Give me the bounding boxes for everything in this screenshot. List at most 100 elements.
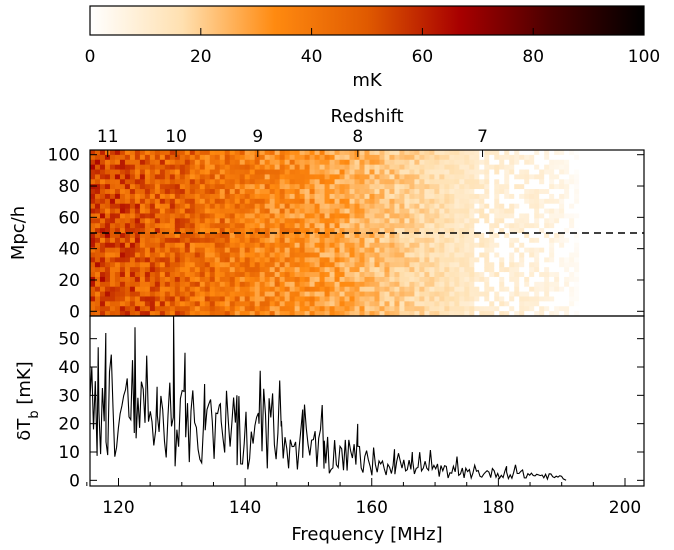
heatmap-cell: [604, 218, 610, 224]
heatmap-cell: [164, 154, 171, 161]
heatmap-cell: [254, 208, 261, 215]
heatmap-cell: [109, 208, 116, 215]
heatmap-cell: [574, 213, 580, 219]
heatmap-cell: [414, 296, 420, 302]
heatmap-cell: [164, 237, 171, 244]
heatmap-cell: [189, 257, 196, 263]
heatmap-cell: [509, 179, 515, 185]
heatmap-cell: [234, 169, 241, 176]
heatmap-cell: [129, 154, 136, 161]
heatmap-cell: [129, 286, 136, 293]
heatmap-cell: [389, 301, 396, 307]
heatmap-cell: [299, 150, 306, 156]
heatmap-cell: [324, 242, 331, 249]
heatmap-cell: [204, 228, 211, 234]
heatmap-cell: [184, 237, 191, 244]
heatmap-cell: [359, 301, 366, 307]
heatmap-cell: [129, 179, 136, 185]
heatmap-cell: [274, 233, 281, 239]
heatmap-cell: [374, 223, 381, 229]
heatmap-cell: [204, 257, 211, 263]
heatmap-cell: [609, 237, 615, 244]
heatmap-cell: [409, 301, 416, 307]
heatmap-cell: [514, 150, 520, 156]
heatmap-cell: [594, 203, 600, 210]
heatmap-cell: [524, 281, 530, 288]
heatmap-cell: [599, 228, 605, 234]
heatmap-cell: [219, 208, 226, 215]
heatmap-cell: [174, 257, 181, 263]
heatmap-cell: [374, 257, 381, 263]
heatmap-cell: [489, 237, 495, 244]
heatmap-cell: [629, 228, 635, 234]
heatmap-cell: [299, 213, 306, 219]
heatmap-cell: [199, 281, 206, 288]
heatmap-cell: [454, 286, 460, 293]
heatmap-cell: [259, 228, 266, 234]
heatmap-cell: [419, 189, 425, 195]
heatmap-cell: [539, 257, 545, 263]
heatmap-cell: [389, 291, 396, 298]
heatmap-cell: [629, 184, 635, 190]
heatmap-cell: [104, 174, 111, 180]
heatmap-cell: [479, 296, 485, 302]
heatmap-cell: [354, 164, 361, 171]
heatmap-cell: [499, 154, 505, 161]
heatmap-cell: [619, 311, 625, 316]
heatmap-cell: [544, 198, 550, 205]
heatmap-cell: [459, 301, 465, 307]
heatmap-cell: [224, 179, 231, 185]
heatmap-cell: [549, 159, 555, 166]
heatmap-cell: [559, 286, 565, 293]
heatmap-cell: [314, 193, 321, 200]
heatmap-cell: [244, 257, 251, 263]
heatmap-cell: [374, 296, 381, 302]
heatmap-cell: [284, 281, 291, 288]
heatmap-cell: [334, 233, 341, 239]
heatmap-cell: [619, 267, 625, 273]
heatmap-cell: [169, 272, 176, 278]
heatmap-cell: [154, 301, 161, 307]
heatmap-cell: [219, 233, 226, 239]
heatmap-cell: [519, 296, 525, 302]
heatmap-cell: [389, 218, 396, 224]
heatmap-cell: [204, 159, 211, 166]
heatmap-cell: [619, 233, 625, 239]
heatmap-cell: [214, 247, 221, 254]
heatmap-cell: [234, 203, 241, 210]
heatmap-cell: [629, 242, 635, 249]
heatmap-cell: [299, 189, 306, 195]
heatmap-cell: [554, 267, 560, 273]
heatmap-cell: [319, 286, 326, 293]
heatmap-cell: [219, 267, 226, 273]
heatmap-cell: [529, 276, 535, 283]
heatmap-cell: [134, 189, 141, 195]
heatmap-cell: [599, 301, 605, 307]
heatmap-cell: [279, 301, 286, 307]
heatmap-cell: [104, 184, 111, 190]
heatmap-cell: [639, 296, 644, 302]
heatmap-cell: [114, 154, 121, 161]
heatmap-cell: [484, 262, 490, 268]
heatmap-cell: [434, 301, 440, 307]
heatmap-cell: [469, 257, 475, 263]
heatmap-cell: [229, 159, 236, 166]
heatmap-cell: [249, 286, 256, 293]
heatmap-cell: [304, 233, 311, 239]
heatmap-cell: [434, 228, 440, 234]
heatmap-cell: [379, 208, 386, 215]
heatmap-cell: [449, 154, 455, 161]
heatmap-cell: [114, 208, 121, 215]
heatmap-cell: [189, 218, 196, 224]
heatmap-cell: [179, 296, 186, 302]
heatmap-cell: [174, 228, 181, 234]
heatmap-cell: [579, 150, 585, 156]
heatmap-cell: [574, 276, 580, 283]
heatmap-cell: [569, 208, 575, 215]
heatmap-cell: [624, 306, 630, 312]
heatmap-cell: [284, 203, 291, 210]
heatmap-cell: [389, 262, 396, 268]
heatmap-cell: [454, 306, 460, 312]
heatmap-cell: [614, 252, 620, 259]
heatmap-cell: [519, 237, 525, 244]
